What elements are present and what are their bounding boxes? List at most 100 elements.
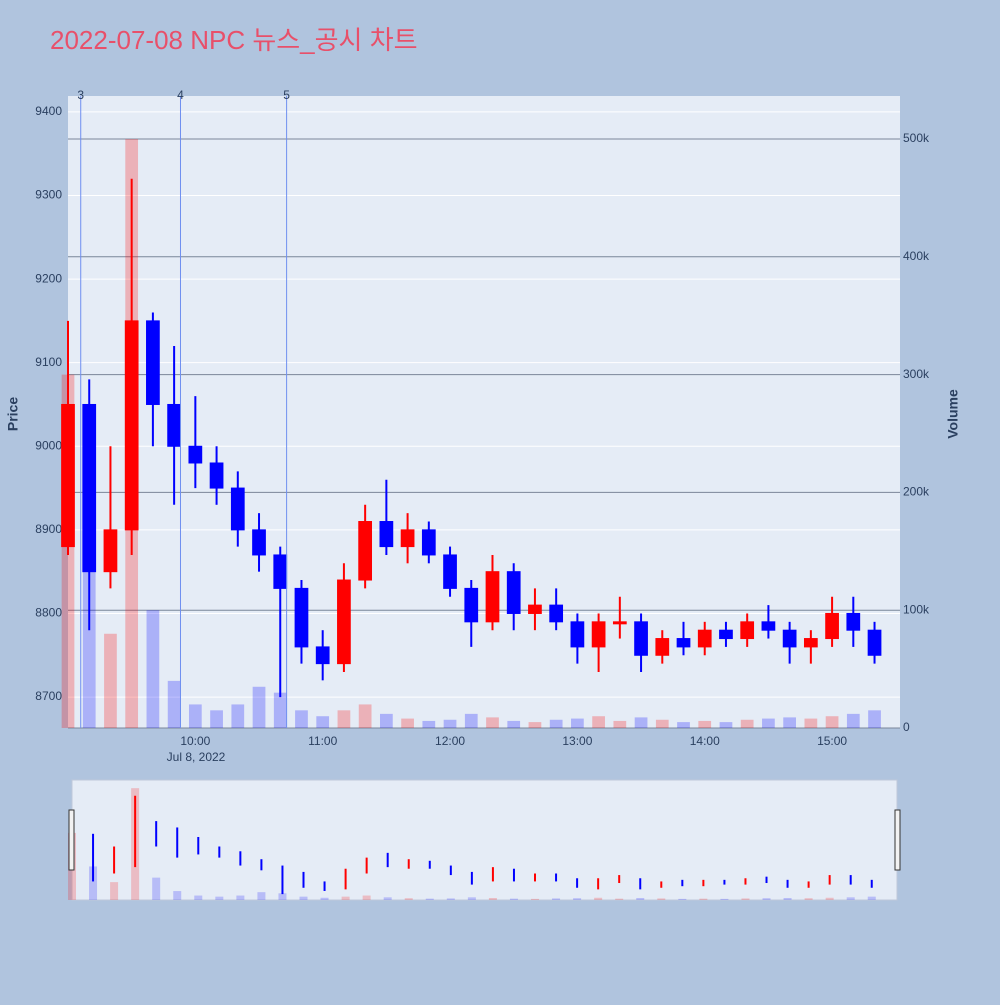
- y-axis-title: Price: [5, 397, 21, 431]
- candle-body: [337, 579, 351, 665]
- slider-volume-bar: [678, 898, 687, 900]
- candle-body: [803, 638, 818, 648]
- slider-volume-bar: [341, 896, 350, 900]
- slider-volume-bar: [194, 895, 203, 900]
- slider-volume-bar: [215, 896, 224, 900]
- candle-body: [676, 638, 691, 648]
- x-tick-label: 11:00: [308, 734, 337, 748]
- slider-handle-right[interactable]: [894, 809, 901, 871]
- y-tick-label: 9000: [35, 438, 62, 452]
- slider-volume-bar: [762, 898, 771, 900]
- range-slider[interactable]: [71, 779, 898, 901]
- event-label: 3: [77, 88, 84, 102]
- slider-handle-left[interactable]: [68, 809, 75, 871]
- candle-body: [379, 521, 394, 548]
- volume-bar: [486, 717, 499, 728]
- volume-bar: [634, 717, 648, 728]
- candle-body: [782, 629, 797, 648]
- slider-volume-bar: [425, 898, 434, 900]
- y-tick-label: 9100: [35, 355, 62, 369]
- candle-body: [443, 554, 457, 589]
- volume-bar: [846, 713, 860, 728]
- volume-bar: [210, 710, 223, 728]
- candle-body: [103, 529, 118, 573]
- slider-volume-bar: [362, 895, 371, 900]
- slider-volume-bar: [467, 897, 476, 900]
- volume-bar: [549, 719, 563, 728]
- candle-body: [825, 612, 839, 640]
- candle-body: [570, 621, 585, 648]
- volume-bar: [188, 704, 202, 728]
- volume-bar: [464, 713, 478, 728]
- volume-bar: [677, 722, 690, 728]
- slider-volume-bar: [89, 866, 98, 900]
- y2-tick-label: 500k: [903, 131, 930, 145]
- candle-body: [846, 612, 861, 631]
- candle-body: [230, 487, 245, 531]
- volume-bar: [337, 710, 351, 728]
- y-tick-label: 8800: [35, 606, 62, 620]
- volume-bar: [82, 551, 96, 728]
- candle-body: [209, 462, 224, 489]
- chart-title: 2022-07-08 NPC 뉴스_공시 차트: [50, 25, 418, 55]
- candle-body: [61, 403, 75, 548]
- y-tick-label: 9300: [35, 188, 62, 202]
- slider-volume-bar: [573, 898, 582, 900]
- slider-volume-bar: [236, 895, 245, 900]
- slider-volume-bar: [552, 898, 561, 900]
- y2-axis-title: Volume: [945, 389, 961, 439]
- candle-body: [761, 621, 776, 631]
- y2-tick-label: 200k: [903, 485, 930, 499]
- volume-bar: [167, 680, 181, 728]
- slider-volume-bar: [846, 897, 855, 900]
- candle-body: [124, 320, 139, 531]
- slider-volume-bar: [152, 877, 161, 900]
- candle-body: [634, 621, 648, 656]
- volume-bar: [295, 710, 308, 728]
- candle-body: [358, 521, 373, 581]
- y2-tick-label: 0: [903, 720, 910, 734]
- volume-bar: [655, 719, 669, 728]
- x-date-label: Jul 8, 2022: [167, 750, 226, 764]
- slider-volume-bar: [173, 891, 182, 900]
- candle-body: [867, 629, 882, 656]
- slider-volume-bar: [404, 898, 413, 900]
- candle-body: [167, 403, 181, 447]
- candle-body: [315, 646, 330, 665]
- slider-volume-bar: [657, 898, 666, 900]
- candle-body: [591, 621, 606, 648]
- y2-tick-label: 300k: [903, 367, 930, 381]
- candle-body: [549, 604, 564, 623]
- candle-body: [188, 445, 203, 464]
- y-tick-label: 9200: [35, 271, 62, 285]
- candle-body: [464, 587, 479, 623]
- volume-bar: [358, 704, 372, 728]
- candle-body: [740, 621, 755, 640]
- slider-volume-bar: [825, 897, 834, 900]
- slider-volume-bar: [699, 898, 708, 900]
- volume-bar: [146, 610, 160, 728]
- slider-volume-bar: [867, 896, 876, 900]
- candle-body: [697, 629, 712, 648]
- volume-bar: [528, 722, 542, 728]
- candle-body: [421, 529, 436, 556]
- y2-tick-label: 100k: [903, 602, 930, 616]
- volume-bar: [740, 719, 754, 728]
- x-tick-label: 12:00: [435, 734, 465, 748]
- candle-body: [612, 621, 627, 625]
- candle-body: [82, 403, 97, 573]
- slider-volume-bar: [804, 898, 813, 900]
- volume-bar: [571, 718, 584, 728]
- x-tick-label: 15:00: [817, 734, 847, 748]
- slider-volume-bar: [299, 896, 308, 900]
- slider-volume-bar: [741, 898, 750, 900]
- event-label: 4: [177, 88, 184, 102]
- y2-tick-label: 400k: [903, 249, 930, 263]
- y-tick-label: 8900: [35, 522, 62, 536]
- candle-body: [400, 529, 415, 548]
- candle-body: [528, 604, 542, 614]
- plot-area: [68, 96, 900, 728]
- volume-bar: [507, 720, 521, 728]
- candle-body: [294, 587, 309, 648]
- candle-body: [273, 554, 288, 589]
